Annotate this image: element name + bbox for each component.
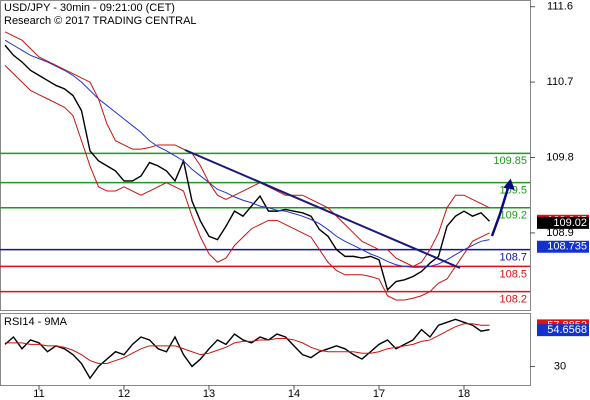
series-line: [4, 39, 490, 268]
y-tick-label: 111.6: [547, 1, 573, 13]
series-line: [5, 323, 490, 365]
level-label: 108.2: [499, 293, 527, 305]
chart-title: USD/JPY - 30min - 09:21:00 (CET): [4, 2, 175, 14]
x-tick-label: 17: [373, 388, 385, 400]
x-tick-label: 13: [203, 388, 215, 400]
level-label: 108.7: [499, 252, 527, 264]
x-tick-label: 12: [118, 388, 130, 400]
series-line: [4, 31, 490, 267]
price-panel: [0, 0, 531, 311]
y-tick-label: 110.7: [547, 76, 574, 88]
value-tag-label: 54.6568: [547, 324, 587, 336]
x-tick-label: 11: [33, 388, 44, 400]
arrow-head: [503, 178, 515, 190]
series-line: [4, 44, 490, 292]
level-label: 108.5: [499, 268, 527, 280]
y-tick-label: 30: [554, 360, 566, 372]
value-tag: [537, 240, 589, 253]
value-tag: [537, 324, 589, 337]
value-tag-label: 109.02: [553, 217, 587, 229]
level-label: 109.2: [499, 210, 527, 222]
forecast-arrow: [490, 187, 510, 237]
rsi-title: RSI14 - 9MA: [4, 316, 68, 328]
value-tag: [537, 216, 589, 229]
series-line: [4, 64, 490, 301]
x-tick-label: 14: [288, 388, 300, 400]
chart-subtitle: Research © 2017 TRADING CENTRAL: [4, 15, 197, 27]
y-tick-label: 108.9: [546, 227, 574, 239]
rsi-panel: [0, 313, 531, 386]
trend-line: [184, 149, 461, 269]
y-tick-label: 109.8: [546, 151, 574, 163]
level-label: 109.85: [493, 155, 527, 167]
x-tick-label: 18: [458, 388, 470, 400]
value-tag-label: 108.735: [547, 241, 587, 253]
